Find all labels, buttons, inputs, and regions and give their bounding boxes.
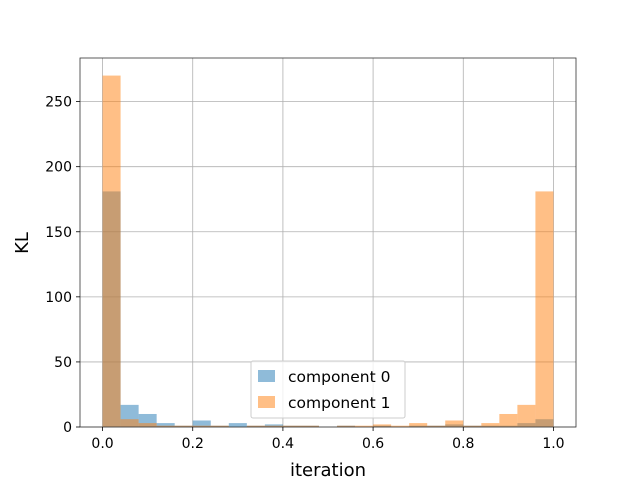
legend-label-component-0: component 0 [288,368,390,386]
bar-component-1 [409,423,428,427]
bar-component-1 [391,425,410,427]
y-tick-label: 0 [63,420,72,436]
y-axis-label: KL [12,232,33,254]
bar-component-1 [373,424,392,427]
histogram-bars [102,75,554,428]
y-tick-label: 200 [45,160,72,176]
bar-component-1 [156,425,175,427]
bar-component-1 [192,425,211,427]
bar-component-1 [355,425,374,427]
bar-component-1 [535,191,554,427]
x-tick-label: 0.6 [362,436,384,452]
bar-component-1 [481,423,500,427]
bar-component-1 [517,404,536,427]
bar-component-1 [174,425,193,427]
bar-component-0 [192,420,211,427]
legend-swatch-component-0 [258,370,275,382]
bar-component-1 [120,419,139,427]
x-tick-label: 0.8 [452,436,474,452]
bar-component-1 [102,75,121,428]
x-tick-label: 0.0 [91,436,113,452]
bar-component-1 [445,420,464,427]
y-tick-label: 150 [45,225,72,241]
y-axis-ticks: 0 50 100 150 200 250 [45,95,80,436]
bar-component-1 [264,425,283,427]
legend-box [250,360,406,419]
legend-label-component-1: component 1 [288,394,390,412]
x-tick-label: 0.2 [182,436,204,452]
bar-component-1 [210,425,229,427]
bar-component-1 [138,423,157,427]
x-tick-label: 0.4 [272,436,294,452]
bar-component-1 [427,425,446,427]
y-tick-label: 250 [45,95,72,111]
y-tick-label: 50 [54,355,72,371]
bar-component-0 [228,423,247,427]
bar-component-1 [499,413,518,427]
bar-component-1 [463,425,482,427]
y-tick-label: 100 [45,290,72,306]
bar-component-0 [156,423,175,427]
plot-frame [79,57,577,428]
bar-component-1 [337,425,356,427]
legend-swatch-component-1 [258,396,275,408]
x-axis-ticks: 0.0 0.2 0.4 0.6 0.8 1.0 [91,427,565,452]
legend: component 0 component 1 [250,360,406,419]
bar-component-1 [246,425,265,427]
x-tick-label: 1.0 [542,436,564,452]
bar-component-1 [300,425,319,427]
bar-component-1 [282,425,301,427]
grid-lines [80,58,576,428]
x-axis-label: iteration [290,460,366,480]
